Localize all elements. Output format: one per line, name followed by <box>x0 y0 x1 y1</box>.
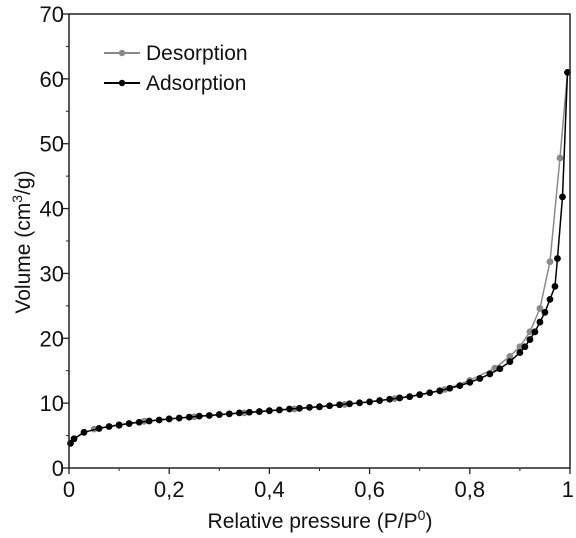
y-tick-label: 30 <box>40 261 64 286</box>
data-point-desorption <box>506 353 514 360</box>
data-point-adsorption <box>376 397 384 404</box>
y-tick-label: 50 <box>40 132 64 157</box>
data-point-adsorption <box>564 68 571 76</box>
legend: Desorption Adsorption <box>104 42 248 95</box>
data-point-desorption <box>546 258 554 266</box>
data-point-adsorption <box>185 413 193 421</box>
data-point-adsorption <box>135 418 143 426</box>
data-point-adsorption <box>406 393 414 401</box>
data-point-adsorption <box>205 412 213 419</box>
data-point-adsorption <box>541 308 549 316</box>
x-axis-label: Relative pressure (P/P0) <box>208 507 433 533</box>
data-point-adsorption <box>386 395 394 403</box>
data-point-desorption <box>526 328 534 336</box>
data-point-adsorption <box>516 349 524 356</box>
series-layer <box>67 68 571 447</box>
data-point-adsorption <box>416 391 424 399</box>
data-point-adsorption <box>245 408 253 416</box>
data-point-adsorption <box>125 420 133 427</box>
data-point-adsorption <box>559 193 566 201</box>
data-point-adsorption <box>486 370 494 378</box>
data-point-adsorption <box>346 400 353 408</box>
y-tick-label: 40 <box>40 197 64 222</box>
legend-desorption-label: Desorption <box>146 42 248 65</box>
data-point-adsorption <box>326 402 333 410</box>
data-point-adsorption <box>426 389 434 397</box>
data-point-adsorption <box>336 401 343 409</box>
data-point-adsorption <box>526 336 534 343</box>
data-point-adsorption <box>551 283 559 290</box>
data-point-adsorption <box>276 406 283 414</box>
data-point-adsorption <box>476 375 484 382</box>
data-point-adsorption <box>225 410 233 418</box>
series-line-desorption <box>93 72 569 430</box>
data-point-adsorption <box>195 412 203 420</box>
data-point-adsorption <box>215 411 223 418</box>
data-point-adsorption <box>255 408 263 415</box>
data-point-adsorption <box>496 365 504 373</box>
data-point-adsorption <box>531 328 539 336</box>
data-point-adsorption <box>266 407 273 414</box>
y-tick-label: 20 <box>40 326 64 351</box>
data-point-adsorption <box>235 409 243 417</box>
data-point-adsorption <box>115 421 123 429</box>
data-point-adsorption <box>546 295 554 303</box>
data-point-adsorption <box>506 358 514 366</box>
y-tick-label: 70 <box>40 2 64 27</box>
data-point-adsorption <box>446 384 454 392</box>
series-desorption <box>90 68 571 433</box>
legend-desorption-marker <box>118 49 126 57</box>
data-point-adsorption <box>145 417 153 425</box>
data-point-desorption <box>536 305 544 312</box>
data-point-adsorption <box>80 428 88 436</box>
data-point-adsorption <box>554 255 561 262</box>
plot-frame <box>68 13 571 469</box>
legend-item-adsorption: Adsorption <box>104 72 246 95</box>
legend-adsorption-label: Adsorption <box>146 72 246 95</box>
legend-item-desorption: Desorption <box>104 42 248 65</box>
data-point-adsorption <box>165 415 173 423</box>
x-tick-label: 0,8 <box>455 477 486 502</box>
data-point-adsorption <box>536 318 544 326</box>
data-point-adsorption <box>95 425 103 432</box>
data-point-adsorption <box>466 378 474 386</box>
data-point-adsorption <box>456 382 464 390</box>
y-tick-label: 0 <box>52 456 64 481</box>
data-point-adsorption <box>286 405 293 413</box>
data-point-adsorption <box>366 398 373 406</box>
y-tick-label: 60 <box>40 67 64 92</box>
data-point-adsorption <box>396 394 404 402</box>
data-point-adsorption <box>175 414 183 422</box>
x-tick-label: 1 <box>562 477 574 502</box>
data-point-desorption <box>556 154 564 162</box>
x-tick-label: 0,6 <box>354 477 385 502</box>
data-point-desorption <box>516 343 524 351</box>
data-point-adsorption <box>70 435 78 443</box>
series-adsorption <box>67 68 571 447</box>
data-point-adsorption <box>356 399 363 407</box>
series-line-adsorption <box>69 72 569 444</box>
data-point-adsorption <box>436 387 444 395</box>
x-tick-label: 0 <box>63 477 75 502</box>
y-tick-label: 10 <box>40 391 64 416</box>
x-tick-label: 0,2 <box>154 477 185 502</box>
data-point-adsorption <box>521 343 529 351</box>
x-tick-label: 0,4 <box>254 477 285 502</box>
y-axis-label: Volume (cm3/g) <box>9 170 35 313</box>
data-point-adsorption <box>306 403 313 411</box>
legend-adsorption-marker <box>118 79 126 87</box>
data-point-adsorption <box>316 403 323 411</box>
data-point-adsorption <box>105 423 113 430</box>
data-point-adsorption <box>155 416 163 424</box>
data-point-adsorption <box>296 404 303 412</box>
